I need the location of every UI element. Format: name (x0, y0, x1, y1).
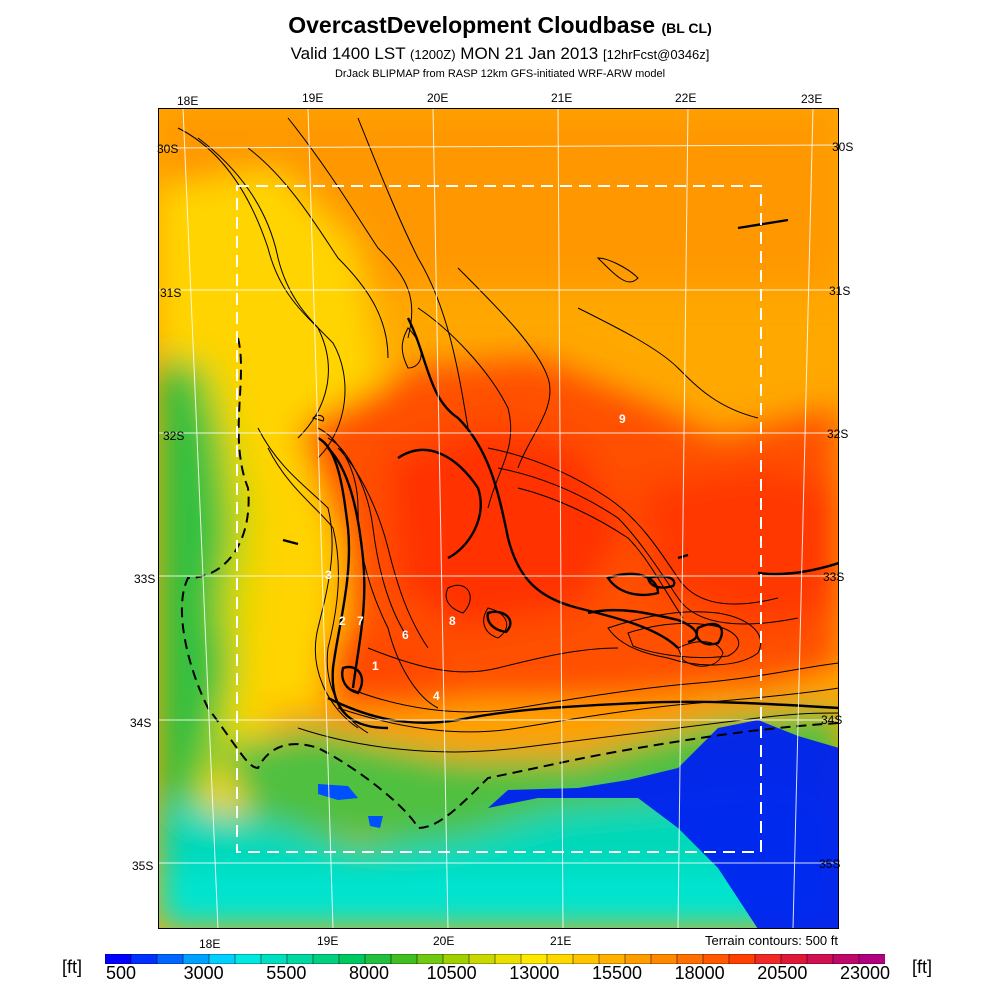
site-label-4: 4 (433, 689, 440, 703)
forecast-info: [12hrFcst@0346z] (602, 47, 710, 62)
lon-top-label: 20E (427, 91, 449, 105)
colorbar-swatch (650, 954, 678, 964)
lat-left-label: 31S (160, 286, 182, 300)
lon-bottom-label: 20E (433, 934, 455, 948)
colorbar-tick-label: 13000 (509, 963, 560, 983)
lat-left-label: 32S (163, 429, 185, 443)
colorbar-swatch (156, 954, 184, 964)
lon-top-label: 21E (551, 91, 573, 105)
title-tag: (BL CL) (661, 20, 712, 36)
model-subtitle: DrJack BLIPMAP from RASP 12km GFS-initia… (334, 68, 666, 80)
lat-left-label: 33S (134, 572, 156, 586)
colorbar-tick-label: 500 (105, 963, 137, 983)
site-label-3: 3 (325, 568, 332, 582)
chart-title: OvercastDevelopment Cloudbase (BL CL) (0, 12, 1000, 39)
site-label-8: 8 (449, 614, 456, 628)
colorbar-swatch (728, 954, 756, 964)
lon-top-label: 18E (177, 94, 199, 108)
cloudbase-map: 1 2 3 4 6 7 8 9 (158, 108, 839, 929)
colorbar-swatch (390, 954, 418, 964)
colorbar-swatch (858, 954, 885, 964)
site-label-2: 2 (339, 614, 346, 628)
terrain-contour-note: Terrain contours: 500 ft (705, 933, 838, 948)
graticule (158, 108, 839, 929)
site-label-1: 1 (372, 659, 379, 673)
lat-right-label: 35S (819, 857, 841, 871)
colorbar-tick-label: 15500 (591, 963, 643, 983)
lat-right-label: 31S (829, 284, 851, 298)
site-labels: 1 2 3 4 6 7 8 9 (325, 412, 626, 703)
lat-left-label: 35S (132, 859, 154, 873)
lon-bottom-label: 19E (317, 934, 339, 948)
colorbar-tick-label: 8000 (348, 963, 390, 983)
deep-water-shading (488, 720, 839, 929)
colorbar-tick-label: 23000 (839, 963, 891, 983)
colorbar (105, 954, 885, 964)
lon-bottom-label: 18E (199, 937, 221, 951)
lon-bottom-label: 21E (550, 934, 572, 948)
inner-domain-box (236, 185, 762, 853)
colorbar-swatch (312, 954, 340, 964)
site-label-6: 6 (402, 628, 409, 642)
lon-top-label: 23E (801, 92, 823, 106)
legend-unit-right: [ft] (912, 957, 933, 977)
lat-right-label: 33S (823, 570, 845, 584)
lat-left-label: 34S (130, 716, 152, 730)
colorbar-tick-label: 5500 (266, 963, 307, 983)
valid-date: MON 21 Jan 2013 (460, 44, 599, 63)
title-main: OvercastDevelopment Cloudbase (288, 12, 656, 38)
colorbar-swatch (806, 954, 834, 964)
map-frame (158, 108, 839, 929)
terrain-contours (177, 117, 839, 753)
site-label-9: 9 (619, 412, 626, 426)
lat-right-label: 30S (832, 140, 854, 154)
lon-top-label: 22E (675, 91, 697, 105)
colorbar-swatch (234, 954, 262, 964)
colorbar-tick-label: 10500 (426, 963, 477, 983)
lon-top-label: 19E (302, 91, 324, 105)
valid-time-line: Valid 1400 LST (1200Z) MON 21 Jan 2013 [… (0, 44, 1000, 64)
colorbar-tick-label: 18000 (674, 963, 725, 983)
lat-right-label: 34S (821, 713, 843, 727)
lat-left-label: 30S (157, 142, 179, 156)
colorbar-tick-label: 3000 (183, 963, 224, 983)
valid-utc: (1200Z) (410, 47, 456, 62)
lat-right-label: 32S (827, 427, 849, 441)
cloudbase-field (158, 108, 839, 929)
site-label-7: 7 (357, 614, 364, 628)
colorbar-tick-label: 20500 (757, 963, 808, 983)
coastline (180, 337, 839, 830)
legend-unit-left: [ft] (62, 957, 83, 977)
valid-prefix: Valid 1400 LST (290, 44, 406, 63)
